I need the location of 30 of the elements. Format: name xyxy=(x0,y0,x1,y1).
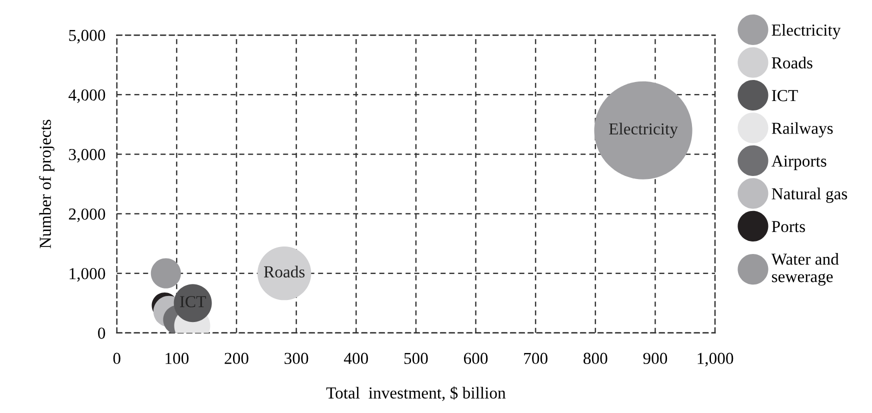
annotation: ICT xyxy=(180,296,206,308)
y-tick-label: 1,000 xyxy=(70,268,106,282)
x-tick-label: 900 xyxy=(643,352,668,364)
legend-label: Railways xyxy=(772,122,833,138)
y-axis-title: Number of projects xyxy=(39,120,54,248)
x-tick-label: 800 xyxy=(584,352,608,364)
x-tick-label: 500 xyxy=(404,352,428,364)
annotation: Electricity xyxy=(609,122,678,138)
y-tick-label: 4,000 xyxy=(68,89,106,104)
y-tick-label: 0 xyxy=(98,328,106,339)
x-tick-label: 0 xyxy=(113,352,120,364)
y-tick-label: 2,000 xyxy=(68,208,106,222)
x-tick-label: 300 xyxy=(284,352,308,364)
x-tick-label: 400 xyxy=(344,352,368,364)
x-axis-title: Total investment, $ billion xyxy=(326,386,506,402)
legend-label: ICT xyxy=(772,90,798,102)
x-tick-label: 600 xyxy=(464,352,488,364)
legend-label: Airports xyxy=(771,155,826,170)
x-tick-label: 1,000 xyxy=(698,352,734,366)
y-tick-label: 3,000 xyxy=(69,148,106,163)
legend-label: Water and sewerage xyxy=(771,253,839,286)
legend-label: Electricity xyxy=(772,24,841,40)
annotation: Roads xyxy=(264,266,305,278)
legend-label: Ports xyxy=(772,221,805,232)
x-tick-label: 200 xyxy=(224,352,248,364)
legend-label: Roads xyxy=(772,56,812,68)
legend-label: Natural gas xyxy=(772,188,848,203)
y-tick-label: 5,000 xyxy=(69,30,106,44)
x-tick-label: 700 xyxy=(524,352,548,364)
x-tick-label: 100 xyxy=(166,352,189,364)
